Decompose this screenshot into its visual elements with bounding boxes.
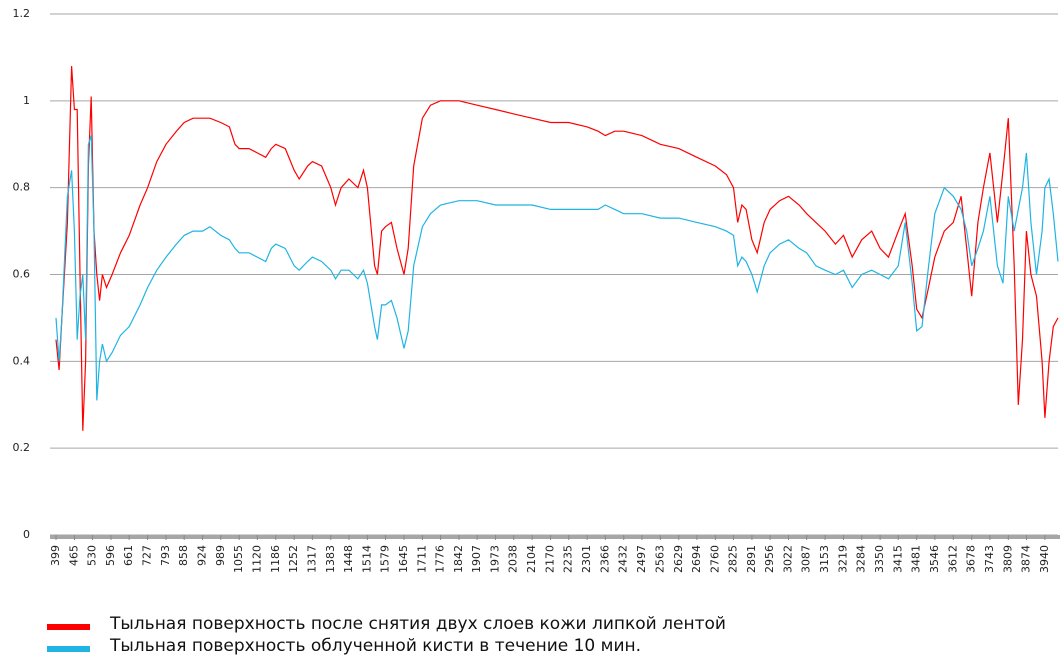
x-tick-label: 465 (67, 545, 80, 566)
x-tick-label: 3809 (1001, 545, 1014, 573)
x-tick-label: 2235 (562, 545, 575, 573)
x-tick-label: 2497 (635, 545, 648, 573)
x-tick-label: 530 (86, 545, 99, 566)
x-tick-label: 1120 (250, 545, 263, 573)
y-tick-label: 1.2 (13, 7, 31, 20)
x-tick-label: 1711 (415, 545, 428, 573)
x-tick-label: 1383 (324, 545, 337, 573)
y-tick-label: 1 (23, 94, 30, 107)
series-line (55, 135, 1059, 401)
x-tick-label: 1973 (489, 545, 502, 573)
x-tick-label: 1317 (305, 545, 318, 573)
x-tick-label: 3284 (855, 545, 868, 573)
x-tick-label: 858 (177, 545, 190, 566)
x-tick-label: 2366 (598, 545, 611, 573)
y-tick-label: 0.2 (13, 441, 31, 454)
y-tick-label: 0.6 (13, 268, 31, 281)
x-tick-label: 989 (214, 545, 227, 566)
legend-text: Тыльная поверхность облученной кисти в т… (109, 636, 641, 656)
x-tick-label: 2104 (525, 545, 538, 573)
x-tick-label: 3874 (1019, 545, 1032, 573)
x-tick-label: 2760 (708, 545, 721, 573)
x-tick-label: 2170 (544, 545, 557, 573)
x-tick-label: 1252 (287, 545, 300, 573)
x-tick-label: 2301 (580, 545, 593, 573)
x-tick-label: 3415 (891, 545, 904, 573)
x-tick-label: 2563 (653, 545, 666, 573)
x-tick-label: 2629 (672, 545, 685, 573)
x-tick-label: 1055 (232, 545, 245, 573)
x-tick-label: 727 (141, 545, 154, 566)
x-tick-label: 2825 (726, 545, 739, 573)
x-tick-label: 3743 (983, 545, 996, 573)
x-tick-label: 1186 (269, 545, 282, 573)
series-line (55, 66, 1059, 431)
x-tick-label: 3612 (946, 545, 959, 573)
x-tick-label: 3481 (910, 545, 923, 573)
x-tick-label: 1448 (342, 545, 355, 573)
x-tick-label: 2038 (507, 545, 520, 573)
x-tick-label: 924 (196, 545, 209, 566)
x-tick-label: 661 (122, 545, 135, 566)
x-tick-label: 399 (49, 545, 62, 566)
x-tick-label: 2956 (763, 545, 776, 573)
legend-text: Тыльная поверхность после снятия двух сл… (109, 614, 726, 634)
x-tick-label: 3940 (1038, 545, 1051, 573)
x-tick-label: 3546 (928, 545, 941, 573)
x-tick-label: 3350 (873, 545, 886, 573)
x-tick-label: 3153 (818, 545, 831, 573)
x-tick-label: 1907 (470, 545, 483, 573)
y-tick-label: 0 (23, 528, 30, 541)
x-tick-label: 1579 (379, 545, 392, 573)
x-tick-label: 1645 (397, 545, 410, 573)
x-tick-label: 2432 (617, 545, 630, 573)
x-tick-label: 3022 (782, 545, 795, 573)
x-tick-label: 596 (104, 545, 117, 566)
x-tick-label: 2891 (745, 545, 758, 573)
x-tick-label: 1514 (360, 545, 373, 573)
x-tick-label: 3678 (965, 545, 978, 573)
x-tick-label: 793 (159, 545, 172, 566)
y-tick-label: 0.8 (13, 181, 31, 194)
x-tick-label: 2694 (690, 545, 703, 573)
y-tick-label: 0.4 (13, 354, 31, 367)
x-tick-label: 3087 (800, 545, 813, 573)
x-tick-label: 3219 (837, 545, 850, 573)
x-tick-label: 1842 (452, 545, 465, 573)
x-tick-label: 1776 (434, 545, 447, 573)
